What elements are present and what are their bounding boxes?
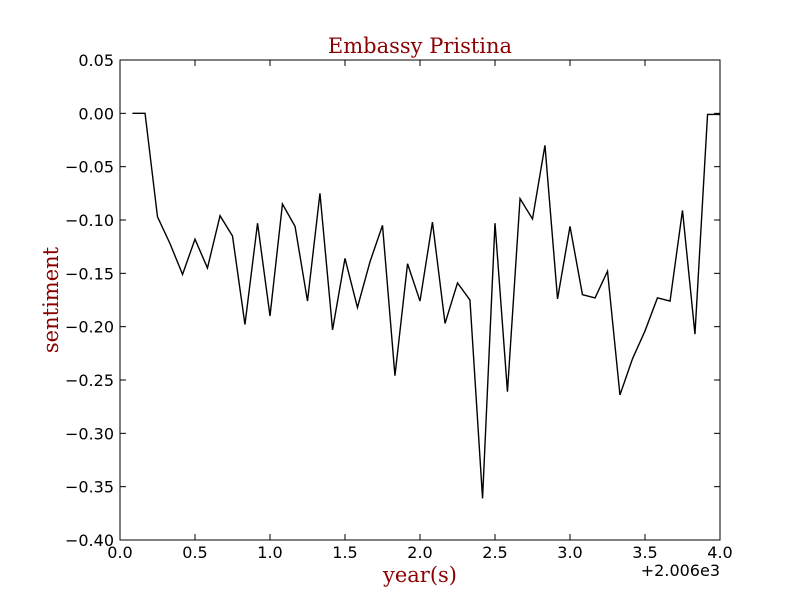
chart-title: Embassy Pristina [328,34,512,58]
y-tick-label: 0.05 [78,51,114,70]
y-tick-label: −0.35 [65,478,114,497]
x-tick-label: 4.0 [707,543,732,562]
y-tick-label: −0.10 [65,211,114,230]
x-tick-label: 0.5 [182,543,207,562]
x-tick-label: 0.0 [107,543,132,562]
y-tick-labels: 0.05 0.00 −0.05 −0.10 −0.15 −0.20 −0.25 −0.30 −0… [65,51,114,550]
y-tick-label: −0.25 [65,371,114,390]
y-tick-label: −0.40 [65,531,114,550]
x-tick-label: 3.5 [632,543,657,562]
x-tick-label: 1.0 [257,543,282,562]
y-tick-label: −0.30 [65,424,114,443]
x-tick-labels: 0.0 0.5 1.0 1.5 2.0 2.5 3.0 3.5 4.0 [107,543,732,562]
y-tick-label: −0.15 [65,264,114,283]
x-tick-label: 1.5 [332,543,357,562]
sentiment-series-line [132,112,720,499]
y-tick-label: −0.05 [65,158,114,177]
x-tick-label: 3.0 [557,543,582,562]
plot-frame [119,59,721,541]
y-tick-label: −0.20 [65,318,114,337]
x-axis-label: year(s) [382,563,457,587]
x-tick-label: 2.0 [407,543,432,562]
x-offset-label: +2.006e3 [641,561,720,580]
x-tick-label: 2.5 [482,543,507,562]
y-tick-label: 0.00 [78,104,114,123]
y-axis-label: sentiment [39,246,63,353]
